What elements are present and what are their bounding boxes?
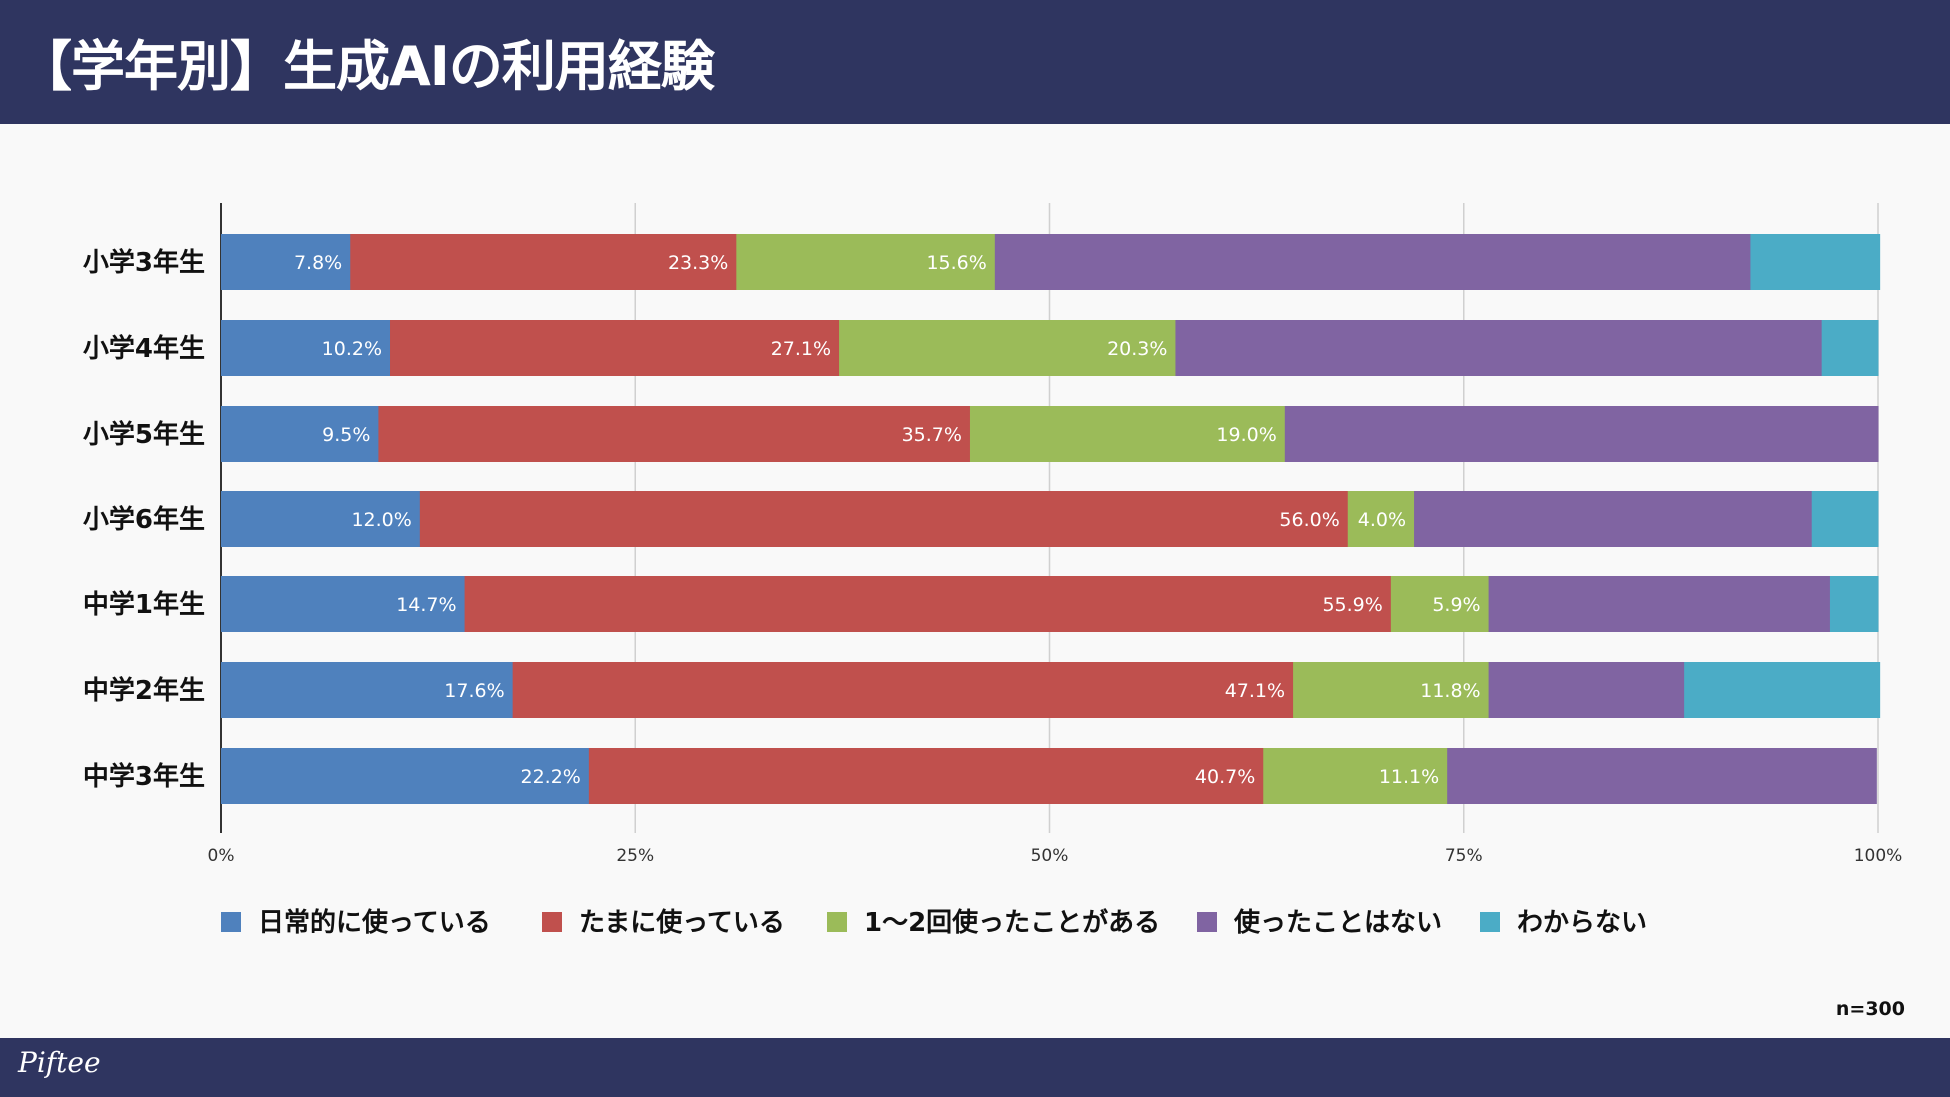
bar-segment <box>1750 234 1881 290</box>
bar-segment <box>1414 491 1813 547</box>
bar-segment <box>378 406 971 462</box>
category-label: 小学5年生 <box>83 419 205 450</box>
legend-label: わからない <box>1517 908 1647 938</box>
bar-segment <box>1293 662 1490 718</box>
category-label: 小学4年生 <box>83 333 205 364</box>
bar-segment <box>1488 662 1685 718</box>
data-label: 17.6% <box>444 680 504 702</box>
sample-size-note: n=300 <box>1836 998 1905 1020</box>
data-label: 56.0% <box>1279 509 1339 531</box>
data-label: 35.7% <box>902 424 962 446</box>
legend-label: 使ったことはない <box>1233 908 1442 938</box>
bar-segment <box>221 491 421 547</box>
data-label: 12.0% <box>351 509 411 531</box>
data-label: 22.2% <box>520 766 580 788</box>
data-label: 20.3% <box>1107 338 1167 360</box>
data-label: 15.6% <box>926 252 986 274</box>
bar-segment <box>390 320 840 376</box>
bar-segment <box>1347 491 1415 547</box>
data-label: 27.1% <box>771 338 831 360</box>
data-label: 7.8% <box>294 252 342 274</box>
category-label: 小学6年生 <box>83 504 205 535</box>
data-label: 11.8% <box>1420 680 1480 702</box>
bar-segment <box>221 234 351 290</box>
brand-logo: Piftee <box>18 1046 101 1079</box>
legend-swatch <box>542 912 562 932</box>
bar-segment <box>736 234 996 290</box>
x-tick-label: 25% <box>616 846 654 866</box>
x-tick-label: 75% <box>1445 846 1483 866</box>
bar-segment <box>221 576 466 632</box>
legend-swatch <box>221 912 241 932</box>
data-label: 11.1% <box>1379 766 1439 788</box>
data-label: 14.7% <box>396 594 456 616</box>
header-bar: 【学年別】生成AIの利用経験 <box>0 0 1950 124</box>
data-label: 5.9% <box>1432 594 1480 616</box>
footer-bar: Piftee <box>0 1038 1950 1097</box>
data-label: 23.3% <box>668 252 728 274</box>
bar-segment <box>221 320 391 376</box>
bar-segment <box>994 234 1751 290</box>
data-label: 10.2% <box>322 338 382 360</box>
bar-segment <box>1263 748 1448 804</box>
bar-segment <box>588 748 1264 804</box>
bar-segment <box>221 406 379 462</box>
bar-segment <box>350 234 737 290</box>
category-label: 中学3年生 <box>83 761 205 792</box>
x-tick-label: 50% <box>1031 846 1069 866</box>
bar-segment <box>1390 576 1490 632</box>
bar-segment <box>221 662 514 718</box>
data-label: 4.0% <box>1358 509 1406 531</box>
bar-segment <box>839 320 1176 376</box>
data-label: 47.1% <box>1225 680 1285 702</box>
legend-label: たまに使っている <box>579 908 785 938</box>
bar-segment <box>1447 748 1877 804</box>
bar-segment <box>221 748 590 804</box>
data-label: 19.0% <box>1216 424 1276 446</box>
bar-segment <box>1488 576 1831 632</box>
data-label: 55.9% <box>1322 594 1382 616</box>
bar-segment <box>969 406 1286 462</box>
category-label: 中学1年生 <box>83 589 205 620</box>
legend-label: 1〜2回使ったことがある <box>864 907 1160 938</box>
bar-segment <box>1284 406 1879 462</box>
legend-swatch <box>1480 912 1500 932</box>
page-title: 【学年別】生成AIの利用経験 <box>18 35 715 98</box>
x-tick-label: 100% <box>1854 846 1903 866</box>
legend-swatch <box>1197 912 1217 932</box>
data-label: 9.5% <box>322 424 370 446</box>
data-label: 40.7% <box>1195 766 1255 788</box>
legend-swatch <box>827 912 847 932</box>
bar-segment <box>1811 491 1879 547</box>
bar-segment <box>1829 576 1879 632</box>
bar-segment <box>464 576 1392 632</box>
bar-segment <box>1821 320 1879 376</box>
bar-segment <box>419 491 1349 547</box>
bar-segment <box>512 662 1294 718</box>
legend-label: 日常的に使っている <box>258 907 491 938</box>
bar-segment <box>1175 320 1823 376</box>
x-tick-label: 0% <box>208 846 235 866</box>
category-label: 中学2年生 <box>83 675 205 706</box>
category-label: 小学3年生 <box>83 247 205 278</box>
bar-segment <box>1684 662 1881 718</box>
